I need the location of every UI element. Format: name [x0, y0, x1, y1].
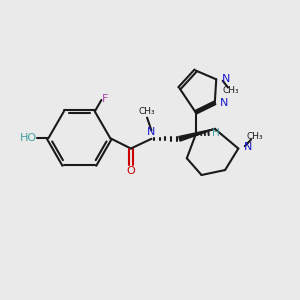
Text: H: H — [212, 128, 220, 138]
Text: HO: HO — [20, 133, 37, 143]
Polygon shape — [179, 129, 215, 141]
Text: N: N — [221, 74, 230, 84]
Text: CH₃: CH₃ — [223, 86, 239, 95]
Text: F: F — [102, 94, 108, 103]
Text: CH₃: CH₃ — [139, 107, 155, 116]
Text: CH₃: CH₃ — [246, 132, 263, 141]
Text: O: O — [127, 166, 135, 176]
Text: N: N — [244, 142, 252, 152]
Text: N: N — [220, 98, 229, 108]
Text: N: N — [147, 127, 156, 137]
